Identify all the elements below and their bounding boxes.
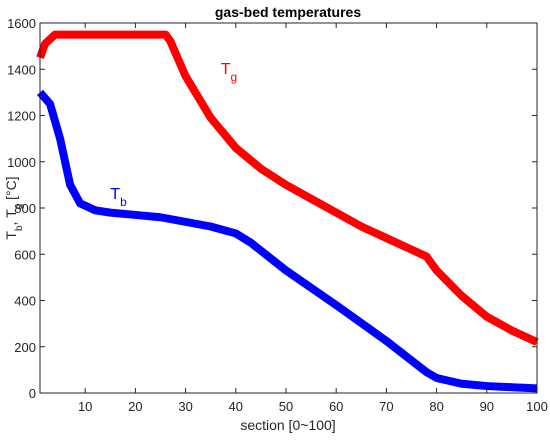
x-axis-label: section [0~100] <box>240 417 335 433</box>
y-tick-label: 800 <box>14 201 36 216</box>
x-tick-label: 30 <box>178 399 192 414</box>
y-tick-label: 0 <box>29 386 36 401</box>
y-tick-label: 1400 <box>7 62 36 77</box>
chart-title: gas-bed temperatures <box>215 4 361 20</box>
x-tick-label: 70 <box>379 399 393 414</box>
y-label-part: b <box>14 225 25 231</box>
x-tick-label: 20 <box>128 399 142 414</box>
y-label-part: g <box>14 204 25 210</box>
y-tick-label: 400 <box>14 294 36 309</box>
annotation-subscript: g <box>231 70 238 84</box>
y-label-part: , T <box>3 209 19 226</box>
x-tick-label: 60 <box>329 399 343 414</box>
line-series <box>36 30 539 346</box>
y-tick-label: 1200 <box>7 109 36 124</box>
x-tick-label: 100 <box>526 399 548 414</box>
annotation-text: T <box>221 61 231 78</box>
y-tick-label: 600 <box>14 247 36 262</box>
annotation: Tb <box>110 186 127 209</box>
x-tick-label: 90 <box>480 399 494 414</box>
annotation: Tg <box>221 61 237 84</box>
annotation-subscript: b <box>120 195 127 209</box>
y-axis-label: Tb, Tg [°C] <box>3 176 25 239</box>
annotation-text: T <box>110 186 120 203</box>
y-tick-label: 200 <box>14 340 36 355</box>
x-tick-label: 50 <box>279 399 293 414</box>
x-tick-label: 10 <box>78 399 92 414</box>
x-tick-label: 40 <box>229 399 243 414</box>
y-label-part: T <box>3 231 19 240</box>
line-series <box>36 89 538 393</box>
y-tick-label: 1600 <box>7 16 36 31</box>
y-label-part: [°C] <box>3 176 19 203</box>
y-tick-label: 1000 <box>7 155 36 170</box>
x-tick-label: 80 <box>429 399 443 414</box>
